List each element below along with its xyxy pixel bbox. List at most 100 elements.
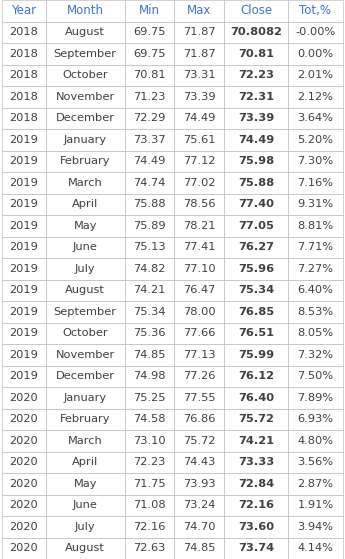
Text: 3.56%: 3.56% <box>297 457 334 467</box>
Text: 70.8082: 70.8082 <box>230 27 282 37</box>
Bar <box>125 236 175 258</box>
Text: 2020: 2020 <box>9 522 38 532</box>
Bar <box>288 64 343 86</box>
Bar <box>288 86 343 107</box>
Bar <box>2 86 46 107</box>
Text: 7.71%: 7.71% <box>297 242 334 252</box>
Bar <box>46 43 125 64</box>
Bar <box>175 43 224 64</box>
Bar <box>125 473 175 495</box>
Text: 76.40: 76.40 <box>238 393 274 402</box>
Bar <box>2 258 46 280</box>
Bar <box>2 43 46 64</box>
Bar <box>125 193 175 215</box>
Text: Year: Year <box>11 4 36 17</box>
Bar <box>125 323 175 344</box>
Bar <box>175 280 224 301</box>
Text: 2019: 2019 <box>9 199 38 209</box>
Text: 77.12: 77.12 <box>183 157 216 166</box>
Bar <box>224 366 288 387</box>
Text: 77.40: 77.40 <box>238 199 274 209</box>
Bar <box>46 129 125 150</box>
Bar <box>46 107 125 129</box>
Text: 73.60: 73.60 <box>238 522 274 532</box>
Bar <box>224 495 288 516</box>
Bar <box>288 193 343 215</box>
Bar <box>224 215 288 236</box>
Text: 74.82: 74.82 <box>133 264 166 274</box>
Text: 72.29: 72.29 <box>133 113 166 123</box>
Text: 75.34: 75.34 <box>133 307 166 317</box>
Text: 69.75: 69.75 <box>133 27 166 37</box>
Text: 2018: 2018 <box>9 27 38 37</box>
Text: 73.37: 73.37 <box>133 135 166 145</box>
Text: 2019: 2019 <box>9 350 38 360</box>
Text: 73.39: 73.39 <box>183 92 216 102</box>
Text: 2019: 2019 <box>9 371 38 381</box>
Bar <box>224 387 288 409</box>
Bar <box>288 516 343 538</box>
Text: 2020: 2020 <box>9 436 38 446</box>
Bar <box>175 21 224 43</box>
Text: 77.26: 77.26 <box>183 371 216 381</box>
Bar <box>224 43 288 64</box>
Text: 2020: 2020 <box>9 543 38 553</box>
Text: 1.91%: 1.91% <box>297 500 334 510</box>
Text: 77.66: 77.66 <box>183 328 216 338</box>
Bar <box>288 473 343 495</box>
Text: 2018: 2018 <box>9 113 38 123</box>
Bar <box>288 301 343 323</box>
Bar <box>46 323 125 344</box>
Text: 75.34: 75.34 <box>238 285 274 295</box>
Bar <box>224 452 288 473</box>
Text: July: July <box>75 522 96 532</box>
Text: 75.98: 75.98 <box>238 157 274 166</box>
Text: January: January <box>63 393 107 402</box>
Text: 72.84: 72.84 <box>238 479 274 489</box>
Bar <box>288 280 343 301</box>
Text: August: August <box>65 543 105 553</box>
Bar <box>2 107 46 129</box>
Text: 73.31: 73.31 <box>183 70 216 80</box>
Text: 73.74: 73.74 <box>238 543 274 553</box>
Text: May: May <box>73 479 97 489</box>
Text: 74.49: 74.49 <box>183 113 216 123</box>
Text: 75.88: 75.88 <box>133 199 166 209</box>
Text: 74.49: 74.49 <box>133 157 166 166</box>
Text: February: February <box>60 414 110 424</box>
Bar <box>125 43 175 64</box>
Text: March: March <box>68 436 102 446</box>
Text: 2019: 2019 <box>9 135 38 145</box>
Bar <box>175 193 224 215</box>
Bar <box>125 258 175 280</box>
Text: September: September <box>54 307 117 317</box>
Text: 77.55: 77.55 <box>183 393 216 402</box>
Text: 73.10: 73.10 <box>133 436 166 446</box>
Bar <box>46 430 125 452</box>
Text: 72.63: 72.63 <box>133 543 166 553</box>
Bar <box>288 452 343 473</box>
Bar <box>175 473 224 495</box>
Bar <box>175 538 224 559</box>
Bar <box>2 430 46 452</box>
Bar <box>46 387 125 409</box>
Text: 75.72: 75.72 <box>183 436 216 446</box>
Bar <box>175 516 224 538</box>
Bar <box>224 0 288 21</box>
Bar <box>46 236 125 258</box>
Text: 76.47: 76.47 <box>183 285 216 295</box>
Bar <box>175 86 224 107</box>
Text: Close: Close <box>240 4 272 17</box>
Text: 74.85: 74.85 <box>133 350 166 360</box>
Bar <box>288 409 343 430</box>
Text: 3.94%: 3.94% <box>297 522 334 532</box>
Bar <box>175 107 224 129</box>
Text: December: December <box>56 113 115 123</box>
Text: 77.41: 77.41 <box>183 242 216 252</box>
Text: 75.61: 75.61 <box>183 135 216 145</box>
Bar <box>46 0 125 21</box>
Text: 2019: 2019 <box>9 157 38 166</box>
Bar <box>46 258 125 280</box>
Text: 7.32%: 7.32% <box>297 350 334 360</box>
Bar <box>2 387 46 409</box>
